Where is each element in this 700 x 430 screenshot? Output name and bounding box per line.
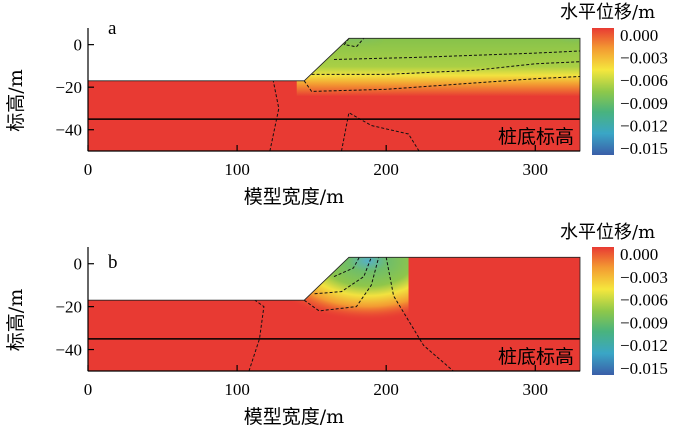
x-tick-label: 300 — [523, 380, 549, 399]
contour-line — [343, 38, 365, 48]
y-tick-label: −40 — [55, 341, 82, 360]
y-tick-label: −40 — [55, 121, 82, 140]
pile-bottom-annotation: 桩底标高 — [498, 346, 574, 368]
x-tick-label: 0 — [84, 380, 93, 399]
colorbar-tick-label: −0.012 — [620, 116, 668, 135]
displacement-zone — [281, 257, 409, 329]
colorbar — [592, 247, 614, 375]
colorbar-tick-label: −0.009 — [620, 313, 668, 332]
x-tick-label: 100 — [224, 160, 250, 179]
contour-line — [248, 299, 265, 371]
contour-line — [314, 257, 372, 295]
y-axis-label: 标高/m — [5, 289, 27, 351]
colorbar-title: 水平位移/m — [560, 2, 655, 23]
contour-line — [303, 257, 380, 312]
x-axis-label: 模型宽度/m — [244, 186, 344, 208]
colorbar-tick-label: −0.003 — [620, 49, 668, 68]
contour-line — [341, 111, 420, 151]
colorbar-title: 水平位移/m — [560, 222, 655, 243]
y-axis-label: 标高/m — [5, 69, 27, 131]
pile-bottom-annotation: 桩底标高 — [498, 126, 574, 148]
contour-line — [303, 76, 580, 92]
colorbar-tick-label: 0.000 — [620, 245, 658, 264]
x-tick-label: 200 — [373, 380, 399, 399]
colorbar-tick-label: −0.015 — [620, 139, 668, 158]
chart-panel-a: 0 100 200 300 0 −20 −40 模型宽度/m 标高/m a 桩底标高 水平位移/m 0.… — [5, 2, 668, 208]
x-tick-label: 300 — [523, 160, 549, 179]
contour-line — [333, 257, 360, 278]
colorbar-tick-label: −0.015 — [620, 359, 668, 378]
colorbar-tick-label: −0.003 — [620, 268, 668, 287]
x-tick-label: 0 — [84, 160, 93, 179]
x-axis-label: 模型宽度/m — [244, 406, 344, 428]
colorbar-tick-label: 0.000 — [620, 26, 658, 45]
x-tick-label: 100 — [224, 380, 250, 399]
chart-panel-b: 0 100 200 300 0 −20 −40 模型宽度/m 标高/m b 桩底标高 水平位移/m 0.… — [5, 222, 668, 428]
x-tick-label: 200 — [373, 160, 399, 179]
colorbar-tick-label: −0.009 — [620, 94, 668, 113]
panel-label: a — [108, 18, 117, 39]
y-tick-label: 0 — [74, 255, 83, 274]
edge-displacement-spot — [558, 38, 580, 47]
y-tick-label: −20 — [55, 78, 82, 97]
colorbar-tick-label: −0.012 — [620, 336, 668, 355]
y-tick-label: 0 — [74, 36, 83, 55]
colorbar-tick-label: −0.006 — [620, 291, 668, 310]
contour-line — [333, 50, 580, 60]
contour-line — [385, 257, 454, 371]
colorbar-tick-label: −0.006 — [620, 71, 668, 90]
y-tick-label: −20 — [55, 298, 82, 317]
panel-label: b — [108, 252, 118, 273]
colorbar — [592, 28, 614, 155]
